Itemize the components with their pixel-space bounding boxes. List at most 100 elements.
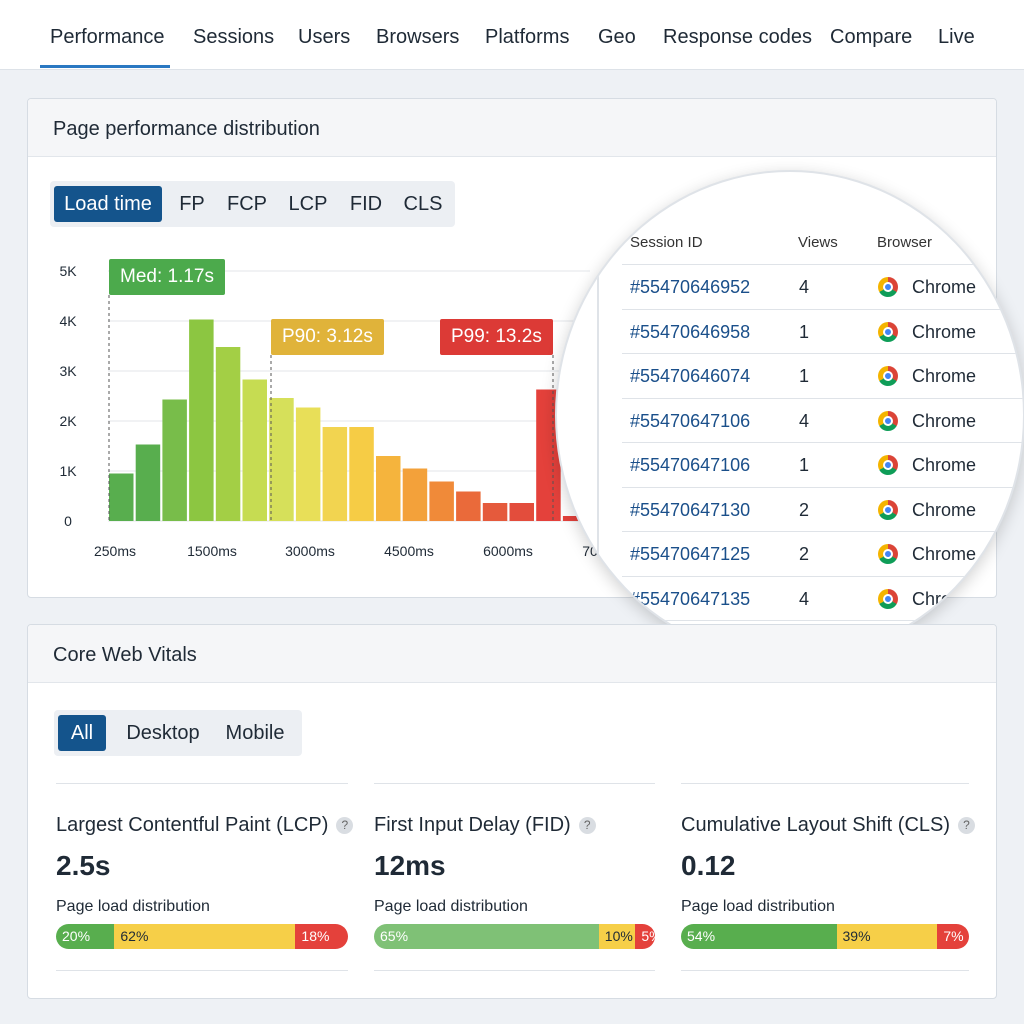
help-icon[interactable]: ? bbox=[578, 817, 596, 835]
table-row[interactable]: #55470646074 1 Chrome bbox=[622, 353, 1023, 397]
divider bbox=[56, 970, 348, 971]
column-header-views: Views bbox=[798, 234, 838, 251]
p99-marker: P99: 13.2s bbox=[440, 319, 553, 355]
distribution-good: 20% bbox=[56, 924, 115, 949]
x-tick-label: 1500ms bbox=[187, 543, 237, 559]
session-id-link[interactable]: #55470646074 bbox=[630, 366, 751, 386]
session-browser: Chrome bbox=[912, 499, 977, 520]
x-tick-label: 4500ms bbox=[384, 543, 434, 559]
histogram-bar bbox=[269, 398, 294, 521]
session-browser: Chrome bbox=[912, 455, 977, 475]
session-id-link[interactable]: #55470646952 bbox=[630, 277, 751, 297]
session-browser: Chrome bbox=[912, 588, 977, 609]
y-tick-label: 2K bbox=[59, 413, 77, 429]
vital-title-text: First Input Delay (FID) bbox=[374, 814, 571, 836]
histogram-bar bbox=[109, 473, 134, 521]
tab-users[interactable]: Users bbox=[298, 26, 351, 48]
tab-geo[interactable]: Geo bbox=[598, 26, 636, 48]
vital-value: 12ms bbox=[374, 850, 446, 881]
table-row[interactable]: #55470647106 4 Chrome bbox=[622, 397, 1023, 442]
vital-title-text: Largest Contentful Paint (LCP) bbox=[56, 814, 329, 836]
vital-value: 0.12 bbox=[681, 850, 736, 881]
chrome-icon bbox=[878, 321, 898, 342]
histogram-bar bbox=[509, 503, 534, 521]
tab-platforms[interactable]: Platforms bbox=[485, 26, 570, 48]
table-row[interactable]: #55470647106 1 Chrome bbox=[622, 442, 1023, 486]
divider bbox=[681, 970, 969, 971]
session-id-link[interactable]: #55470647106 bbox=[630, 410, 751, 431]
tab-response-codes[interactable]: Response codes bbox=[663, 26, 812, 48]
vital-subtitle: Page load distribution bbox=[56, 898, 210, 915]
histogram-bar bbox=[322, 427, 348, 521]
distribution-needs-improvement: 39% bbox=[836, 924, 938, 949]
metric-tab-fcp[interactable]: FCP bbox=[227, 193, 267, 215]
tab-performance[interactable]: Performance bbox=[50, 26, 165, 48]
distribution-poor: 18% bbox=[295, 924, 348, 949]
tab-sessions[interactable]: Sessions bbox=[193, 26, 275, 48]
session-views: 2 bbox=[799, 499, 810, 520]
histogram-bar bbox=[402, 468, 428, 521]
chrome-icon bbox=[878, 277, 898, 297]
table-row[interactable]: #55470647130 2 Chrome bbox=[622, 486, 1023, 531]
session-views: 1 bbox=[799, 321, 810, 342]
divider bbox=[374, 970, 655, 971]
help-icon[interactable]: ? bbox=[336, 817, 354, 835]
y-tick-label: 1K bbox=[59, 463, 77, 479]
help-icon[interactable]: ? bbox=[958, 817, 976, 835]
sessions-magnifier: Session ID Views Browser #55470646952 4 Ch… bbox=[555, 170, 1024, 660]
histogram-bar bbox=[562, 516, 588, 521]
column-header-browser: Browser bbox=[877, 234, 933, 251]
metric-tab-fid[interactable]: FID bbox=[349, 193, 383, 215]
chrome-icon bbox=[878, 588, 898, 609]
chrome-icon bbox=[878, 544, 898, 564]
metric-tab-fp[interactable]: FP bbox=[179, 193, 205, 215]
vital-title: Largest Contentful Paint (LCP)? bbox=[56, 814, 354, 837]
column-header-session-id: Session ID bbox=[630, 234, 703, 251]
x-tick-label: 250ms bbox=[94, 543, 136, 559]
session-browser: Chrome bbox=[912, 410, 977, 431]
active-tab-indicator bbox=[40, 65, 170, 68]
p90-marker: P90: 3.12s bbox=[271, 319, 384, 355]
device-selector: All Desktop Mobile bbox=[54, 710, 302, 756]
table-left-border bbox=[597, 212, 599, 658]
session-id-link[interactable]: #55470647125 bbox=[630, 544, 751, 564]
session-id-link[interactable]: #55470646958 bbox=[630, 321, 751, 342]
table-row[interactable]: #55470646952 4 Chrome bbox=[622, 264, 1023, 308]
histogram-bar bbox=[215, 347, 241, 521]
distribution-poor: 7% bbox=[937, 924, 969, 949]
table-row[interactable]: #55470646958 1 Chrome bbox=[622, 308, 1023, 353]
distribution-good: 65% bbox=[374, 924, 599, 949]
device-tab-desktop[interactable]: Desktop bbox=[126, 722, 200, 744]
card-title: Page performance distribution bbox=[53, 118, 320, 140]
metric-selector: Load time FP FCP LCP FID CLS bbox=[50, 181, 455, 227]
histogram-bar bbox=[429, 481, 454, 521]
session-id-link[interactable]: #55470647135 bbox=[630, 588, 751, 609]
table-row[interactable]: #55470647135 4 Chrome bbox=[622, 575, 1023, 620]
median-marker: Med: 1.17s bbox=[109, 259, 225, 295]
session-views: 1 bbox=[799, 455, 810, 475]
session-id-link[interactable]: #55470647106 bbox=[630, 455, 751, 475]
tab-live[interactable]: Live bbox=[938, 26, 975, 48]
tab-compare[interactable]: Compare bbox=[830, 26, 913, 48]
metric-tab-load-time[interactable]: Load time bbox=[54, 186, 162, 222]
tab-browsers[interactable]: Browsers bbox=[376, 26, 460, 48]
session-id-link[interactable]: #55470647130 bbox=[630, 499, 751, 520]
vital-subtitle: Page load distribution bbox=[374, 898, 528, 915]
session-browser: Chrome bbox=[912, 544, 977, 564]
vital-fid: First Input Delay (FID)? 12ms Page load … bbox=[374, 783, 655, 949]
device-tab-all[interactable]: All bbox=[58, 715, 106, 751]
device-tab-mobile[interactable]: Mobile bbox=[225, 722, 285, 744]
distribution-bar: 65% 10% 5% bbox=[374, 924, 655, 949]
top-navigation: Performance Sessions Users Browsers Plat… bbox=[0, 0, 1024, 70]
y-tick-label: 0 bbox=[64, 513, 72, 529]
metric-tab-cls[interactable]: CLS bbox=[403, 193, 443, 215]
metric-tab-lcp[interactable]: LCP bbox=[288, 193, 328, 215]
vital-title: Cumulative Layout Shift (CLS)? bbox=[681, 814, 976, 837]
vital-subtitle: Page load distribution bbox=[681, 898, 835, 915]
x-tick-label: 3000ms bbox=[285, 543, 335, 559]
histogram-bar bbox=[242, 379, 267, 521]
distribution-bar: 20% 62% 18% bbox=[56, 924, 348, 949]
histogram-bar bbox=[456, 491, 481, 521]
histogram-bar bbox=[135, 444, 161, 521]
table-row[interactable]: #55470647125 2 Chrome bbox=[622, 531, 1023, 575]
